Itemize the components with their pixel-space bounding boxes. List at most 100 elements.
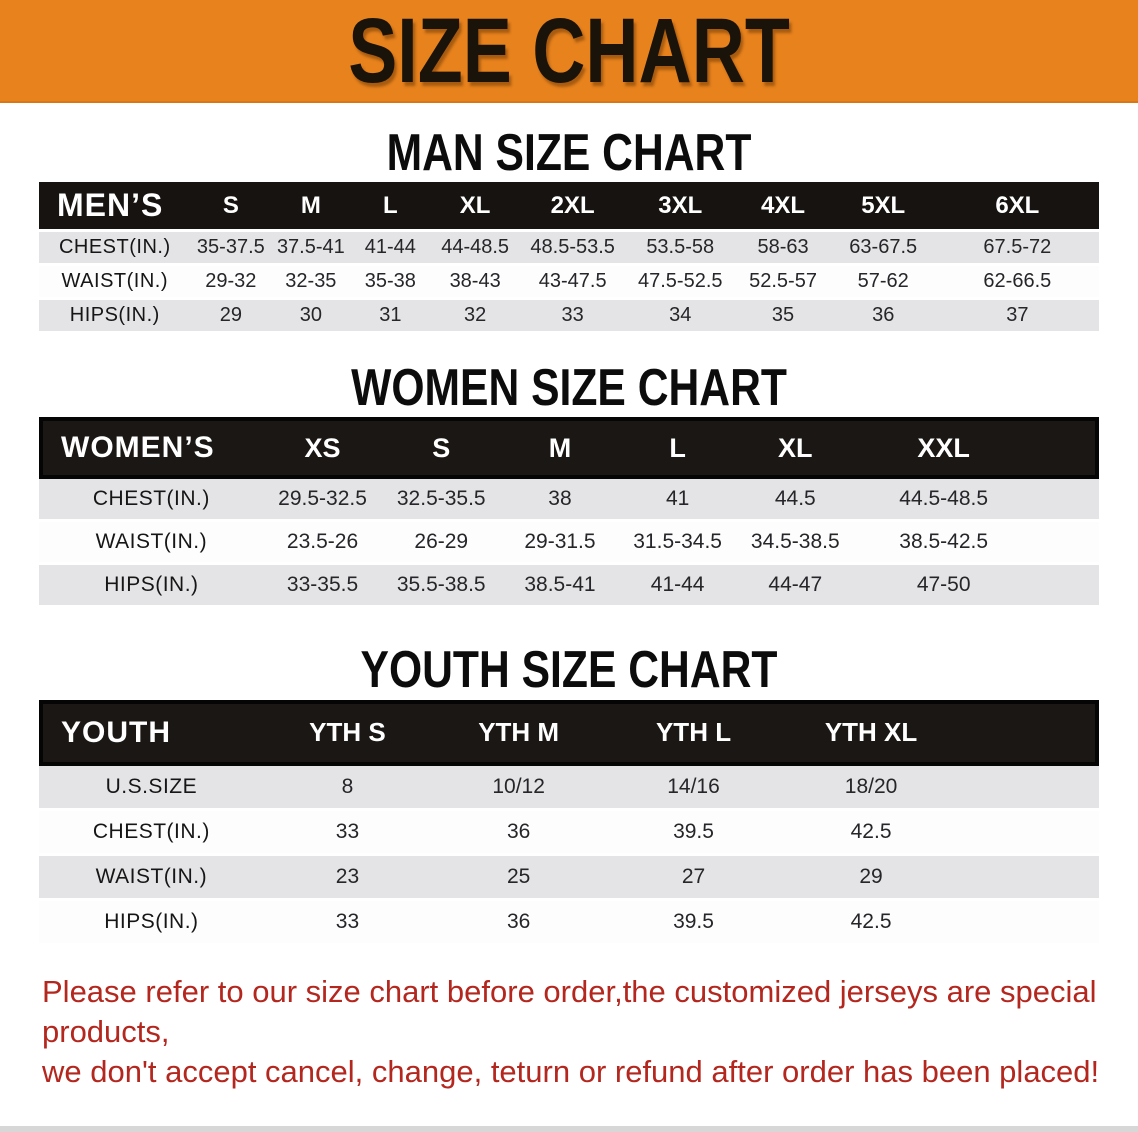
youth-size-table: YOUTH YTH S YTH M YTH L YTH XL U.S.SIZE 8 10/12… [39,699,1099,946]
women-value-cell: 35.5-38.5 [381,565,502,609]
youth-header-spacer [961,699,1099,766]
men-col-header: S [190,182,272,233]
youth-col-header: YTH M [431,699,607,766]
size-section-women: WOMEN SIZE CHART WOMEN’S XS S M L XL XXL CHEST(I… [0,359,1138,609]
youth-table-row: HIPS(IN.) 33 36 39.5 42.5 [39,900,1099,946]
men-value-cell: 58-63 [735,232,831,267]
youth-row-label: HIPS(IN.) [39,900,264,946]
men-col-header: M [271,182,351,233]
men-value-cell: 35-37.5 [190,232,272,267]
women-value-cell: 29.5-32.5 [263,479,382,523]
men-value-cell: 32-35 [271,266,351,301]
youth-value-cell: 25 [431,855,607,901]
women-value-cell: 44-47 [736,565,855,609]
youth-table-row: U.S.SIZE 8 10/12 14/16 18/20 [39,765,1099,811]
women-col-header: XS [263,417,382,480]
women-value-cell: 38.5-42.5 [854,522,1034,566]
men-col-header: 4XL [735,182,831,233]
men-col-header: XL [430,182,521,233]
men-col-header: 2XL [520,182,626,233]
women-col-header: L [618,417,737,480]
men-value-cell: 38-43 [430,266,521,301]
youth-cell-spacer [961,765,1099,811]
women-value-cell: 38.5-41 [501,565,619,609]
women-cell-spacer [1033,565,1099,609]
women-value-cell: 41 [618,479,737,523]
women-value-cell: 38 [501,479,619,523]
women-value-cell: 44.5-48.5 [854,479,1034,523]
disclaimer-line-2: we don't accept cancel, change, teturn o… [42,1053,1100,1089]
men-value-cell: 47.5-52.5 [625,266,736,301]
section-title-youth: YOUTH SIZE CHART [360,641,778,700]
men-corner-label: MEN’S [39,182,191,233]
women-row-label: HIPS(IN.) [39,565,264,609]
women-value-cell: 31.5-34.5 [618,522,737,566]
men-value-cell: 43-47.5 [520,266,626,301]
men-row-label: CHEST(IN.) [39,232,191,267]
youth-value-cell: 8 [263,765,432,811]
men-value-cell: 30 [271,300,351,335]
section-title-men: MAN SIZE CHART [386,124,752,182]
size-section-men: MAN SIZE CHART MEN’S S M L XL 2XL 3XL 4XL 5XL 6XL C… [0,124,1138,335]
youth-value-cell: 42.5 [780,810,962,856]
youth-cell-spacer [961,900,1099,946]
women-cell-spacer [1033,479,1099,523]
youth-value-cell: 23 [263,855,432,901]
men-col-header: 3XL [625,182,736,233]
women-col-header: XL [736,417,855,480]
women-value-cell: 23.5-26 [263,522,382,566]
men-value-cell: 33 [520,300,626,335]
women-header-spacer [1033,417,1099,480]
men-value-cell: 63-67.5 [830,232,936,267]
youth-corner-label: YOUTH [39,699,264,766]
youth-value-cell: 42.5 [780,900,962,946]
men-col-header: L [350,182,431,233]
youth-value-cell: 14/16 [606,765,781,811]
men-size-table: MEN’S S M L XL 2XL 3XL 4XL 5XL 6XL CHEST(IN.) 35-37… [39,182,1099,335]
bottom-divider [0,1126,1138,1132]
women-col-header: S [381,417,502,480]
women-corner-label: WOMEN’S [39,417,264,480]
size-chart-banner: SIZE CHART [0,0,1138,103]
men-value-cell: 37.5-41 [271,232,351,267]
men-value-cell: 35-38 [350,266,431,301]
women-value-cell: 26-29 [381,522,502,566]
youth-value-cell: 29 [780,855,962,901]
youth-value-cell: 33 [263,900,432,946]
size-sections: MAN SIZE CHART MEN’S S M L XL 2XL 3XL 4XL 5XL 6XL C… [0,124,1138,946]
women-value-cell: 32.5-35.5 [381,479,502,523]
youth-table-row: CHEST(IN.) 33 36 39.5 42.5 [39,810,1099,856]
women-size-table: WOMEN’S XS S M L XL XXL CHEST(IN.) 29.5-32.5 32.5… [39,417,1099,609]
banner-title: SIZE CHART [348,0,790,102]
youth-value-cell: 27 [606,855,781,901]
men-value-cell: 44-48.5 [430,232,521,267]
section-title-women: WOMEN SIZE CHART [351,359,787,418]
women-table-row: HIPS(IN.) 33-35.5 35.5-38.5 38.5-41 41-44 44-… [39,565,1099,609]
men-value-cell: 41-44 [350,232,431,267]
youth-header-row: YOUTH YTH S YTH M YTH L YTH XL [39,699,1099,766]
men-value-cell: 35 [735,300,831,335]
youth-value-cell: 10/12 [431,765,607,811]
youth-row-label: CHEST(IN.) [39,810,264,856]
youth-value-cell: 36 [431,900,607,946]
disclaimer-text: Please refer to our size chart before or… [42,972,1117,1092]
men-value-cell: 62-66.5 [935,266,1099,301]
men-value-cell: 31 [350,300,431,335]
women-col-header: M [501,417,619,480]
women-col-header: XXL [854,417,1034,480]
women-header-row: WOMEN’S XS S M L XL XXL [39,417,1099,480]
men-value-cell: 29 [190,300,272,335]
women-table-row: WAIST(IN.) 23.5-26 26-29 29-31.5 31.5-34.5 34… [39,522,1099,566]
youth-cell-spacer [961,810,1099,856]
men-value-cell: 34 [625,300,736,335]
men-table-row: HIPS(IN.) 29 30 31 32 33 34 35 36 37 [39,300,1099,335]
youth-value-cell: 18/20 [780,765,962,811]
women-value-cell: 29-31.5 [501,522,619,566]
youth-table-row: WAIST(IN.) 23 25 27 29 [39,855,1099,901]
men-value-cell: 32 [430,300,521,335]
men-table-row: WAIST(IN.) 29-32 32-35 35-38 38-43 43-47.5 47.… [39,266,1099,301]
men-col-header: 5XL [830,182,936,233]
disclaimer-line-1: Please refer to our size chart before or… [42,973,1097,1049]
youth-value-cell: 33 [263,810,432,856]
men-table-row: CHEST(IN.) 35-37.5 37.5-41 41-44 44-48.5 48.5… [39,232,1099,267]
